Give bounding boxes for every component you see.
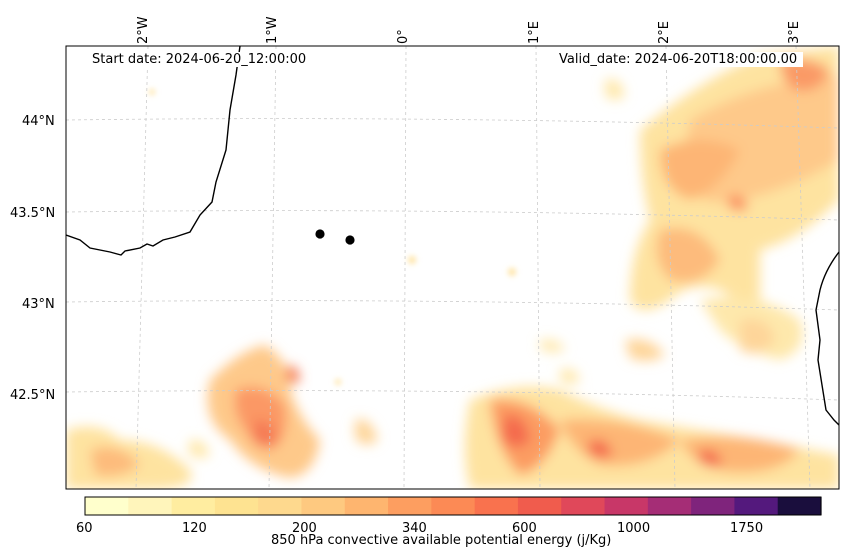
colorbar-segment-3 xyxy=(171,497,216,515)
graticule xyxy=(66,46,839,489)
lon-label-1w: 1°W xyxy=(265,16,280,44)
lon-label-2w: 2°W xyxy=(136,16,151,44)
colorbar-segment-9 xyxy=(431,497,476,515)
colorbar-segment-7 xyxy=(344,497,389,515)
start-date-label: Start date: 2024-06-20_12:00:00 xyxy=(86,52,313,67)
colorbar-segment-5 xyxy=(258,497,303,515)
colorbar-tick-4: 340 xyxy=(402,521,427,536)
colorbar-title: 850 hPa convective available potential e… xyxy=(271,533,612,548)
lat-label-42-5: 42.5°N xyxy=(10,388,56,403)
colorbar-segment-15 xyxy=(691,497,736,515)
lon-label-1e: 1°E xyxy=(527,21,542,44)
colorbar xyxy=(85,497,822,515)
colorbar-segment-2 xyxy=(128,497,173,515)
colorbar-segment-4 xyxy=(214,497,259,515)
colorbar-segment-11 xyxy=(517,497,562,515)
colorbar-segment-13 xyxy=(604,497,649,515)
colorbar-tick-6: 1000 xyxy=(617,521,651,536)
colorbar-tick-3: 200 xyxy=(292,521,317,536)
lat-label-44: 44°N xyxy=(22,114,55,129)
cape-field xyxy=(66,46,839,489)
colorbar-tick-5: 600 xyxy=(512,521,537,536)
colorbar-tick-2: 120 xyxy=(182,521,207,536)
colorbar-tick-1: 60 xyxy=(76,521,93,536)
colorbar-segment-14 xyxy=(647,497,692,515)
colorbar-segment-8 xyxy=(388,497,432,515)
location-marker-2 xyxy=(345,235,355,245)
colorbar-border xyxy=(84,496,822,516)
lat-label-43: 43°N xyxy=(22,297,55,312)
map-border xyxy=(65,45,840,490)
lon-label-0: 0° xyxy=(396,29,411,44)
coastline xyxy=(66,46,839,426)
colorbar-segment-12 xyxy=(561,497,606,515)
colorbar-segment-6 xyxy=(301,497,346,515)
colorbar-segment-10 xyxy=(474,497,519,515)
lat-label-43-5: 43.5°N xyxy=(10,206,56,221)
colorbar-segment-17 xyxy=(777,497,822,515)
colorbar-segment-16 xyxy=(734,497,779,515)
lon-label-2e: 2°E xyxy=(657,21,672,44)
colorbar-segment-1 xyxy=(85,497,129,515)
valid-date-label: Valid_date: 2024-06-20T18:00:00.00 xyxy=(553,52,804,67)
location-marker-1 xyxy=(315,229,325,239)
lon-label-3e: 3°E xyxy=(787,21,802,44)
colorbar-tick-7: 1750 xyxy=(730,521,764,536)
